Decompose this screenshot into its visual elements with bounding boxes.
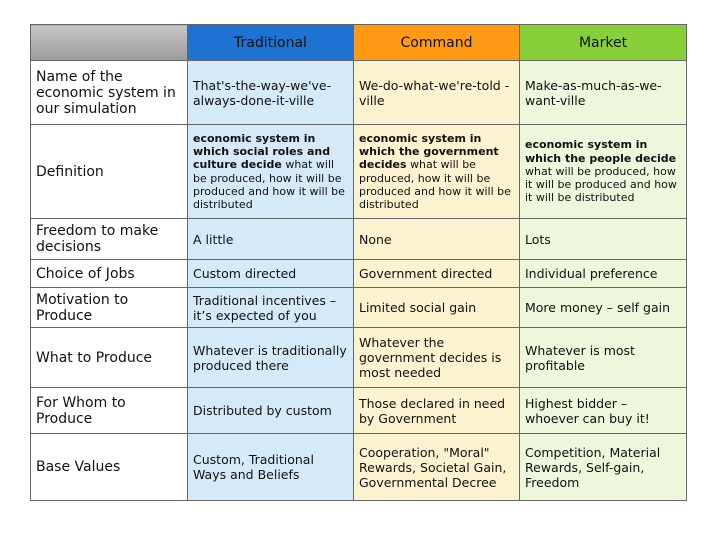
cell-command: Cooperation, "Moral" Rewards, Societal G…: [353, 433, 520, 501]
row-label: Definition: [30, 124, 188, 219]
economic-systems-table: Traditional Command Market Name of the e…: [30, 24, 687, 501]
definition-text: what will be produced, how it will be pr…: [359, 158, 511, 211]
cell-market: Whatever is most profitable: [519, 327, 687, 388]
row-label: Base Values: [30, 433, 188, 501]
cell-command: None: [353, 218, 520, 260]
cell-command: Limited social gain: [353, 287, 520, 328]
table-row: Base Values Custom, Traditional Ways and…: [30, 433, 687, 501]
cell-market: Highest bidder – whoever can buy it!: [519, 387, 687, 434]
table-row: For Whom to Produce Distributed by custo…: [30, 387, 687, 434]
cell-market: Lots: [519, 218, 687, 260]
table-row: Freedom to make decisions A little None …: [30, 218, 687, 260]
cell-market: economic system in which the people deci…: [519, 124, 687, 219]
row-label: Name of the economic system in our simul…: [30, 60, 188, 125]
header-market: Market: [519, 24, 687, 61]
row-label: For Whom to Produce: [30, 387, 188, 434]
cell-command: Those declared in need by Government: [353, 387, 520, 434]
cell-command: We-do-what-we're-told -ville: [353, 60, 520, 125]
cell-traditional: Custom directed: [187, 259, 354, 288]
table-row: Motivation to Produce Traditional incent…: [30, 287, 687, 328]
corner-cell: [30, 24, 188, 61]
cell-market: Individual preference: [519, 259, 687, 288]
table-row: Choice of Jobs Custom directed Governmen…: [30, 259, 687, 288]
header-traditional: Traditional: [187, 24, 354, 61]
definition-emphasis: economic system in which social roles an…: [193, 131, 331, 172]
table-row: What to Produce Whatever is traditionall…: [30, 327, 687, 388]
definition-emphasis: economic system in which the government …: [359, 131, 499, 172]
row-label: Motivation to Produce: [30, 287, 188, 328]
table-row: Name of the economic system in our simul…: [30, 60, 687, 125]
row-label: Freedom to make decisions: [30, 218, 188, 260]
cell-traditional: Whatever is traditionally produced there: [187, 327, 354, 388]
definition-text: what will be produced, how it will be pr…: [193, 158, 345, 211]
table-row: Definition economic system in which soci…: [30, 124, 687, 219]
header-row: Traditional Command Market: [30, 24, 687, 61]
cell-traditional: A little: [187, 218, 354, 260]
cell-command: Government directed: [353, 259, 520, 288]
row-label: What to Produce: [30, 327, 188, 388]
cell-command: Whatever the government decides is most …: [353, 327, 520, 388]
cell-market: Make-as-much-as-we-want-ville: [519, 60, 687, 125]
cell-traditional: economic system in which social roles an…: [187, 124, 354, 219]
cell-traditional: Distributed by custom: [187, 387, 354, 434]
cell-market: Competition, Material Rewards, Self-gain…: [519, 433, 687, 501]
cell-command: economic system in which the government …: [353, 124, 520, 219]
cell-market: More money – self gain: [519, 287, 687, 328]
cell-traditional: Custom, Traditional Ways and Beliefs: [187, 433, 354, 501]
definition-emphasis: economic system in which the people deci…: [525, 138, 677, 165]
header-command: Command: [353, 24, 520, 61]
cell-traditional: Traditional incentives – it’s expected o…: [187, 287, 354, 328]
cell-traditional: That's-the-way-we've-always-done-it-vill…: [187, 60, 354, 125]
definition-text: what will be produced, how it will be pr…: [525, 164, 677, 205]
row-label: Choice of Jobs: [30, 259, 188, 288]
